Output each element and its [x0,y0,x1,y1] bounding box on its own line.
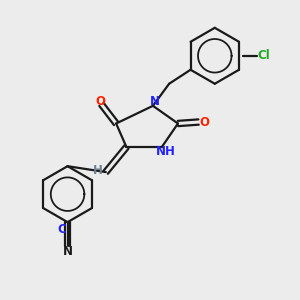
Text: N: N [149,95,159,108]
Text: O: O [95,95,105,108]
Text: NH: NH [156,145,176,158]
Text: N: N [63,245,73,258]
Text: Cl: Cl [258,49,270,62]
Text: C: C [57,223,66,236]
Text: H: H [93,164,103,177]
Text: O: O [200,116,209,128]
